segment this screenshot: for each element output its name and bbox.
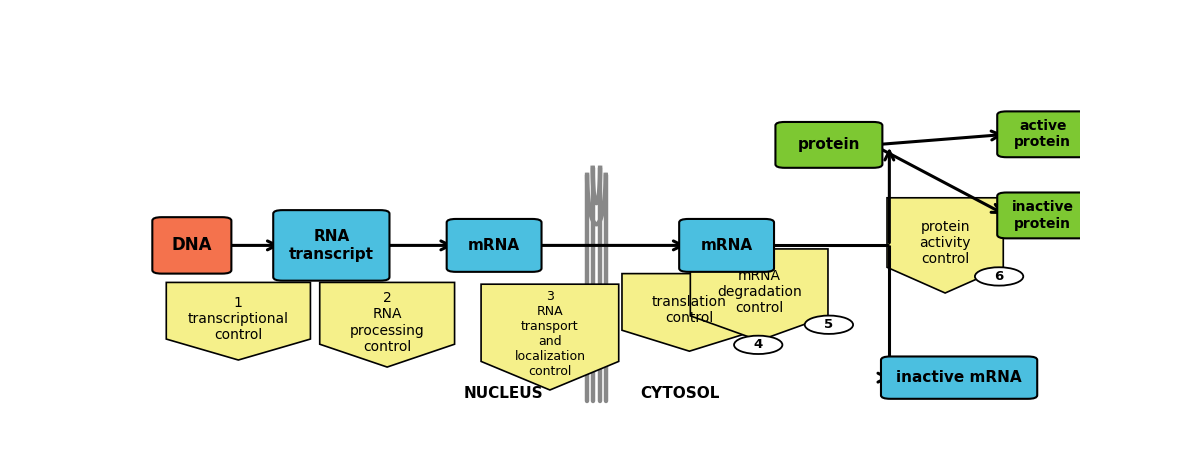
Text: 2
RNA
processing
control: 2 RNA processing control: [349, 291, 425, 354]
FancyBboxPatch shape: [997, 111, 1088, 157]
Circle shape: [805, 316, 853, 334]
Text: protein: protein: [798, 137, 860, 153]
Text: 4: 4: [754, 338, 763, 351]
Text: mRNA: mRNA: [468, 238, 520, 253]
Polygon shape: [690, 249, 828, 341]
FancyBboxPatch shape: [274, 210, 390, 281]
Circle shape: [974, 267, 1024, 286]
Polygon shape: [167, 283, 311, 360]
Polygon shape: [319, 283, 455, 367]
Text: protein
activity
control: protein activity control: [919, 220, 971, 266]
Text: CYTOSOL: CYTOSOL: [641, 387, 720, 402]
Text: inactive
protein: inactive protein: [1012, 200, 1074, 230]
Text: 5: 5: [824, 318, 834, 331]
Text: NUCLEUS: NUCLEUS: [463, 387, 544, 402]
Text: 3
RNA
transport
and
localization
control: 3 RNA transport and localization control: [515, 290, 586, 378]
Text: DNA: DNA: [172, 236, 212, 254]
Polygon shape: [622, 273, 757, 351]
Text: RNA
transcript: RNA transcript: [289, 229, 374, 262]
FancyBboxPatch shape: [997, 192, 1088, 238]
Text: 6: 6: [995, 270, 1003, 283]
FancyBboxPatch shape: [446, 219, 541, 272]
Text: inactive mRNA: inactive mRNA: [896, 370, 1022, 385]
Circle shape: [734, 336, 782, 354]
Polygon shape: [481, 284, 619, 390]
FancyBboxPatch shape: [881, 356, 1037, 399]
Text: active
protein: active protein: [1014, 119, 1072, 149]
FancyBboxPatch shape: [152, 217, 232, 273]
Polygon shape: [887, 198, 1003, 293]
Text: mRNA: mRNA: [701, 238, 752, 253]
Text: mRNA
degradation
control: mRNA degradation control: [716, 269, 802, 316]
FancyBboxPatch shape: [775, 122, 882, 168]
Text: 1
transcriptional
control: 1 transcriptional control: [188, 296, 289, 342]
FancyBboxPatch shape: [679, 219, 774, 272]
Text: translation
control: translation control: [652, 295, 727, 325]
